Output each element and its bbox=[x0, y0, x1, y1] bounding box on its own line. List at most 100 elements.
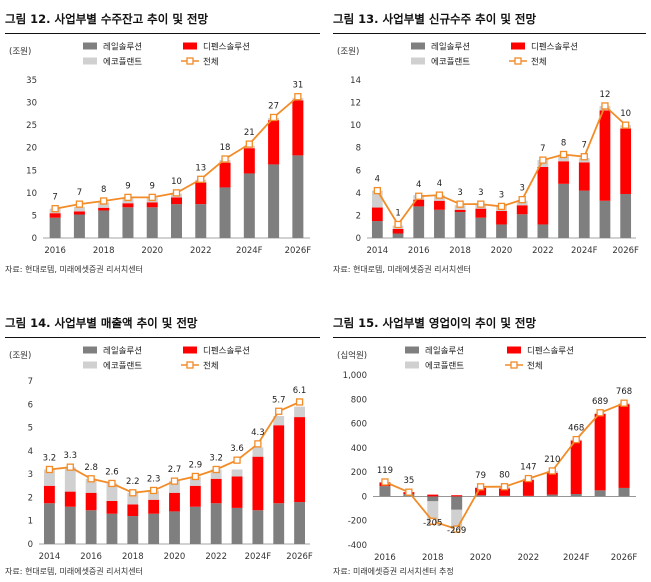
bar-digital bbox=[594, 413, 606, 491]
bar-digital bbox=[148, 499, 160, 514]
data-label: 3.3 bbox=[64, 451, 78, 461]
source-note: 자료: 현대로템, 미래에셋증권 리서치센터 bbox=[333, 265, 471, 274]
data-label: 3 bbox=[478, 188, 483, 198]
data-label: 4 bbox=[416, 180, 421, 190]
data-label: 21 bbox=[244, 128, 255, 138]
data-label: 7 bbox=[582, 141, 587, 151]
data-label: 13 bbox=[195, 163, 206, 173]
x-tick-label: 2022 bbox=[190, 246, 212, 256]
bar-digital bbox=[292, 100, 304, 156]
total-point bbox=[405, 488, 413, 496]
bar-digital bbox=[122, 203, 134, 208]
y-tick-label: 12 bbox=[350, 99, 361, 109]
bar-eco bbox=[210, 469, 222, 479]
y-tick-label: -400 bbox=[348, 541, 367, 551]
x-tick-label: 2020 bbox=[164, 552, 186, 562]
bar-rail bbox=[169, 511, 180, 544]
bar-rail bbox=[413, 206, 425, 238]
x-tick-label: 2026F bbox=[286, 552, 313, 562]
y-tick-label: 400 bbox=[351, 444, 367, 454]
y-tick-label: 6 bbox=[356, 166, 361, 176]
x-tick-label: 2024F bbox=[236, 246, 263, 256]
total-point bbox=[45, 465, 54, 474]
legend-label-rail: 레일솔루션 bbox=[425, 346, 464, 357]
bar-digital bbox=[85, 492, 97, 511]
bar-rail bbox=[210, 503, 222, 544]
bar-digital bbox=[44, 485, 55, 504]
x-tick-label: 2024F bbox=[571, 246, 598, 256]
bar-eco bbox=[371, 190, 383, 208]
data-label: 2.3 bbox=[147, 474, 161, 484]
total-point bbox=[245, 140, 253, 148]
data-label: 6.1 bbox=[293, 386, 307, 396]
bar-digital bbox=[146, 202, 158, 208]
legend-label-eco: 에코플랜트 bbox=[431, 57, 470, 68]
title-rule bbox=[333, 337, 646, 338]
unit-label: (조원) bbox=[9, 47, 31, 57]
data-label: 210 bbox=[544, 455, 560, 465]
unit-label: (조원) bbox=[9, 351, 31, 361]
total-point bbox=[221, 155, 229, 163]
legend-label-rail: 레일솔루션 bbox=[103, 42, 142, 53]
legend-swatch-eco bbox=[411, 57, 425, 65]
bar-digital bbox=[599, 110, 611, 201]
data-label: 31 bbox=[292, 81, 303, 91]
x-tick-label: 2016 bbox=[374, 553, 396, 563]
data-label: 9 bbox=[125, 181, 130, 191]
data-label: 7 bbox=[77, 188, 82, 198]
y-tick-label: 2 bbox=[28, 493, 33, 503]
bar-rail bbox=[578, 190, 590, 238]
legend-label-eco: 에코플랜트 bbox=[425, 361, 464, 372]
bar-digital bbox=[578, 162, 590, 191]
y-tick-label: 15 bbox=[26, 166, 37, 176]
total-line bbox=[384, 402, 625, 531]
total-point bbox=[124, 193, 132, 202]
data-label: 3.6 bbox=[230, 444, 244, 454]
y-tick-label: 20 bbox=[26, 144, 37, 154]
y-tick-label: 7 bbox=[28, 377, 33, 387]
unit-label: (십억원) bbox=[337, 350, 367, 361]
total-point bbox=[620, 399, 628, 407]
data-label: 3 bbox=[457, 188, 462, 198]
x-tick-label: 2018 bbox=[449, 246, 471, 256]
total-point bbox=[381, 478, 389, 486]
data-label: -205 bbox=[423, 518, 442, 528]
x-tick-label: 2016 bbox=[80, 552, 102, 562]
bar-rail bbox=[49, 217, 61, 238]
bar-rail bbox=[98, 210, 110, 238]
total-point bbox=[518, 195, 526, 204]
y-tick-label: 3 bbox=[28, 470, 33, 480]
x-tick-label: 2026F bbox=[612, 246, 639, 256]
data-label: 9 bbox=[150, 181, 155, 191]
bar-rail bbox=[427, 496, 439, 502]
total-point bbox=[233, 456, 241, 464]
bar-rail bbox=[127, 516, 139, 544]
x-tick-label: 2016 bbox=[408, 246, 430, 256]
x-tick-label: 2026F bbox=[611, 553, 638, 563]
bar-rail bbox=[599, 200, 611, 238]
bar-digital bbox=[620, 128, 632, 194]
data-label: 3.2 bbox=[43, 453, 57, 463]
total-point bbox=[108, 479, 116, 488]
data-label: 119 bbox=[377, 466, 393, 476]
bar-rail bbox=[292, 155, 304, 238]
x-tick-label: 2018 bbox=[93, 246, 115, 256]
bar-digital bbox=[475, 487, 487, 496]
legend-label-digital: 디펜스솔루션 bbox=[203, 42, 250, 53]
bar-digital bbox=[496, 210, 507, 225]
bar-digital bbox=[413, 199, 425, 207]
x-tick-label: 2022 bbox=[532, 246, 554, 256]
bar-eco bbox=[98, 202, 110, 208]
bar-eco bbox=[44, 469, 55, 486]
bar-digital bbox=[98, 207, 110, 211]
data-label: 7 bbox=[540, 144, 545, 154]
bar-rail bbox=[268, 164, 280, 238]
data-label: 8 bbox=[101, 185, 106, 195]
total-point bbox=[269, 113, 278, 122]
bar-eco bbox=[106, 483, 118, 501]
bar-digital bbox=[210, 478, 222, 504]
data-label: 4.3 bbox=[251, 428, 265, 438]
bar-digital bbox=[219, 162, 231, 188]
data-label: 35 bbox=[403, 476, 414, 486]
